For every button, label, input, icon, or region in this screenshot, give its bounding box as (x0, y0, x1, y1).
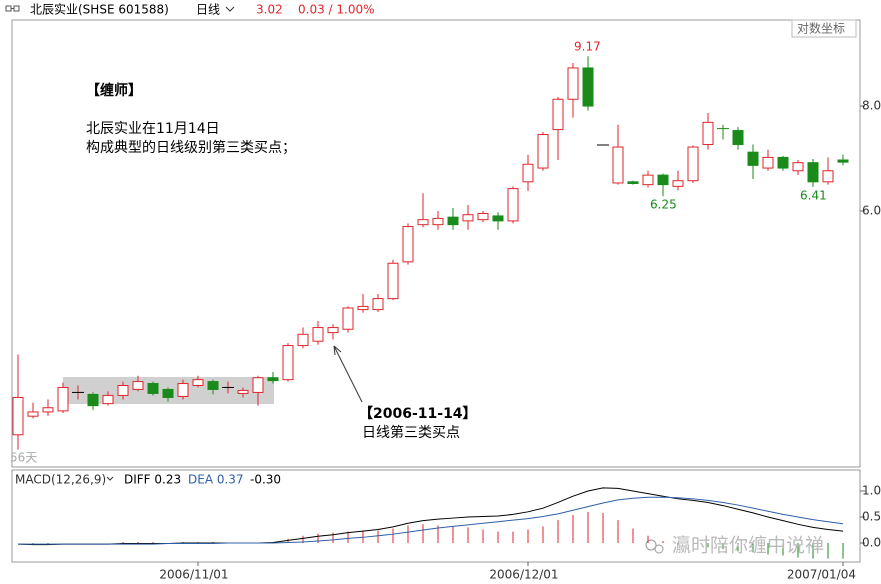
candle-body (192, 379, 204, 386)
candle-body (267, 377, 279, 382)
candle-body (117, 384, 129, 396)
candle-body (57, 386, 69, 412)
candle-body (87, 393, 99, 407)
candle-body (807, 162, 819, 183)
dropdown-arrow[interactable] (106, 476, 114, 481)
annotation: 日线第三类买点 (362, 424, 460, 441)
y-tick-label: 0.0 (862, 536, 881, 550)
candle-body (672, 180, 684, 187)
candle-body (747, 151, 759, 166)
candle-body (42, 407, 54, 413)
y-tick-label: 6.0 (862, 204, 881, 218)
log-scale-label[interactable]: 对数坐标 (797, 21, 845, 36)
candle-body (777, 156, 789, 169)
candle-body (687, 146, 699, 182)
price-label: 9.17 (574, 40, 601, 54)
candle-body (792, 162, 804, 172)
x-tick-label: 2006/12/01 (489, 568, 558, 582)
candle-body (177, 383, 189, 397)
candle-body (312, 327, 324, 342)
candle-body (327, 327, 339, 334)
candle-body (537, 133, 549, 169)
candle-body (642, 174, 654, 186)
price-label: 6.25 (650, 198, 677, 212)
macd-line (18, 496, 844, 545)
candle-body (432, 217, 444, 226)
last-price: 3.02 (256, 3, 283, 17)
candle-body (492, 215, 504, 222)
candle-body (507, 188, 519, 222)
candle-body (402, 226, 414, 263)
candle-body (387, 262, 399, 300)
candle-body (702, 121, 714, 145)
macd-panel (11, 469, 861, 563)
candle-body (732, 130, 744, 145)
macd-title: MACD(12,26,9) (15, 473, 106, 487)
price-panel (11, 19, 861, 468)
candle-body (252, 377, 264, 393)
x-tick-label: 2006/11/01 (159, 568, 228, 582)
candle-body (612, 146, 624, 184)
legend-macd: -0.30 (250, 473, 281, 487)
candle-body (477, 212, 489, 221)
stock-title: 北辰实业(SHSE 601588) (30, 2, 169, 17)
y-tick-label: 0.5 (862, 510, 881, 524)
y-tick-label: 8.0 (862, 99, 881, 113)
arrow-head (333, 345, 342, 356)
x-tick-label: 2007/01/04 (787, 568, 856, 582)
annotation: 北辰实业在11月14日 (86, 121, 220, 137)
candle-body (462, 214, 474, 222)
icon (5, 5, 20, 12)
log-scale-button[interactable] (791, 19, 857, 38)
dropdown-arrow[interactable] (225, 6, 235, 12)
candle-body (357, 305, 369, 311)
legend-diff: DIFF 0.23 (124, 473, 181, 487)
candle-body (417, 219, 429, 226)
candle-body (162, 388, 174, 398)
candle-body (552, 98, 564, 131)
candle-body (147, 383, 159, 394)
legend-dea: DEA 0.37 (188, 473, 244, 487)
annotation: 构成典型的日线级别第三类买点； (86, 139, 296, 156)
candle-body (582, 67, 594, 107)
period-selector[interactable]: 日线 (196, 3, 220, 17)
price-change: 0.03 / 1.00% (298, 3, 375, 17)
candle-body (282, 345, 294, 381)
candle-body (522, 163, 534, 183)
candle-body (822, 170, 834, 183)
candle-body (207, 381, 219, 390)
candle-body (342, 307, 354, 330)
wechat-icon (645, 539, 664, 554)
candle-body (297, 333, 309, 347)
candle-body (837, 159, 849, 163)
candle-body (447, 216, 459, 226)
watermark: 瀛时陪你缠中说禅 (672, 534, 824, 557)
candle-body (237, 389, 249, 394)
price-label: 6.41 (800, 189, 827, 203)
annotation: 【缠师】 (86, 82, 142, 99)
candle-body (372, 298, 384, 311)
days-label: 56天 (10, 451, 37, 465)
candle-body (27, 411, 39, 417)
candle-body (762, 156, 774, 169)
candle-body (132, 381, 144, 390)
candle-body (657, 174, 669, 186)
candle-body (102, 394, 114, 405)
candle-body (567, 67, 579, 100)
candle-body (627, 181, 639, 185)
arrow-line (333, 345, 363, 403)
annotation: 【2006-11-14】 (359, 406, 477, 422)
candle-body (12, 396, 24, 436)
y-tick-label: 1.0 (862, 484, 881, 498)
